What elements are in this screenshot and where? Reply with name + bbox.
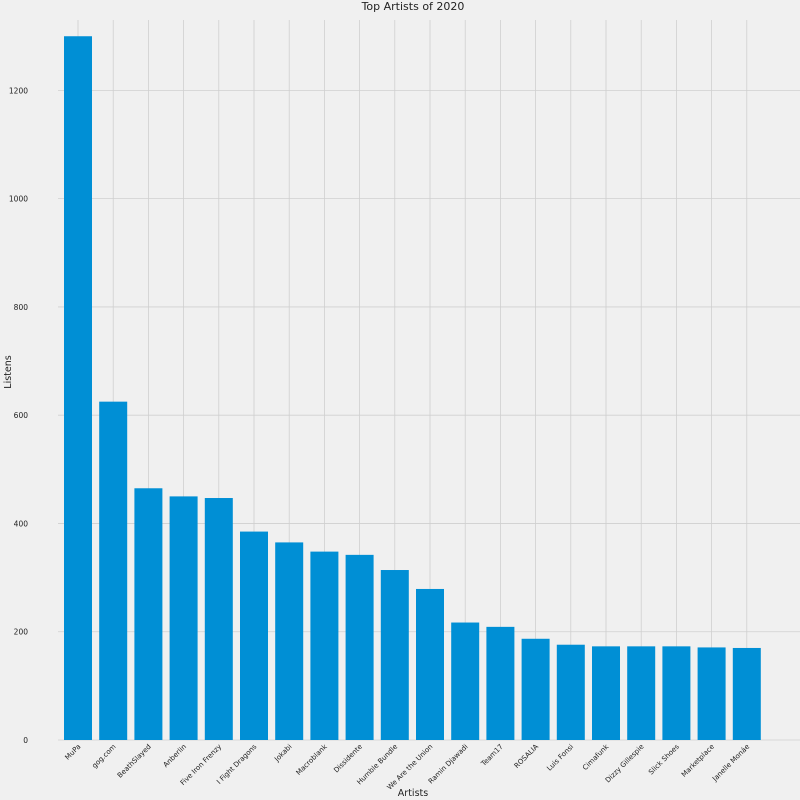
- bar-slick-shoes: [662, 646, 691, 740]
- bar-anberlin: [169, 496, 198, 740]
- bar-i-fight-dragons: [240, 531, 268, 740]
- bar-team17: [486, 626, 515, 740]
- y-tick-label: 400: [14, 519, 29, 528]
- bar-gog-com: [99, 401, 128, 740]
- x-axis-label: Artists: [398, 788, 428, 799]
- y-tick-label: 600: [14, 411, 29, 420]
- bar-five-iron-frenzy: [204, 498, 233, 740]
- bar-we-are-the-union: [416, 588, 444, 740]
- bar-marketplace: [697, 647, 726, 740]
- bar-rosalia: [521, 638, 550, 740]
- bars: [64, 36, 761, 740]
- bar-macroblank: [310, 551, 339, 740]
- bar-dissidente: [345, 554, 374, 740]
- bar-dizzy-gillespie: [627, 646, 656, 740]
- y-tick-label: 1000: [9, 195, 28, 204]
- bar-janelle-mon-e: [732, 647, 761, 740]
- bar-cimafunk: [592, 646, 620, 740]
- bar-ramin-djawadi: [451, 622, 480, 740]
- bar-mupa: [64, 36, 92, 740]
- bar-luis-fonsi: [556, 644, 585, 740]
- chart-title: Top Artists of 2020: [361, 0, 465, 13]
- y-axis-ticks: 0 200 400 600 800 1000 1200: [9, 86, 28, 745]
- y-tick-label: 200: [14, 628, 29, 637]
- bar-humble-bundle: [380, 570, 409, 740]
- bar-jokabi: [275, 542, 304, 740]
- y-tick-label: 1200: [9, 86, 28, 95]
- y-tick-label: 800: [14, 303, 29, 312]
- bar-beathslayed: [134, 488, 163, 740]
- y-axis-label: Listens: [3, 355, 14, 388]
- y-tick-label: 0: [23, 736, 28, 745]
